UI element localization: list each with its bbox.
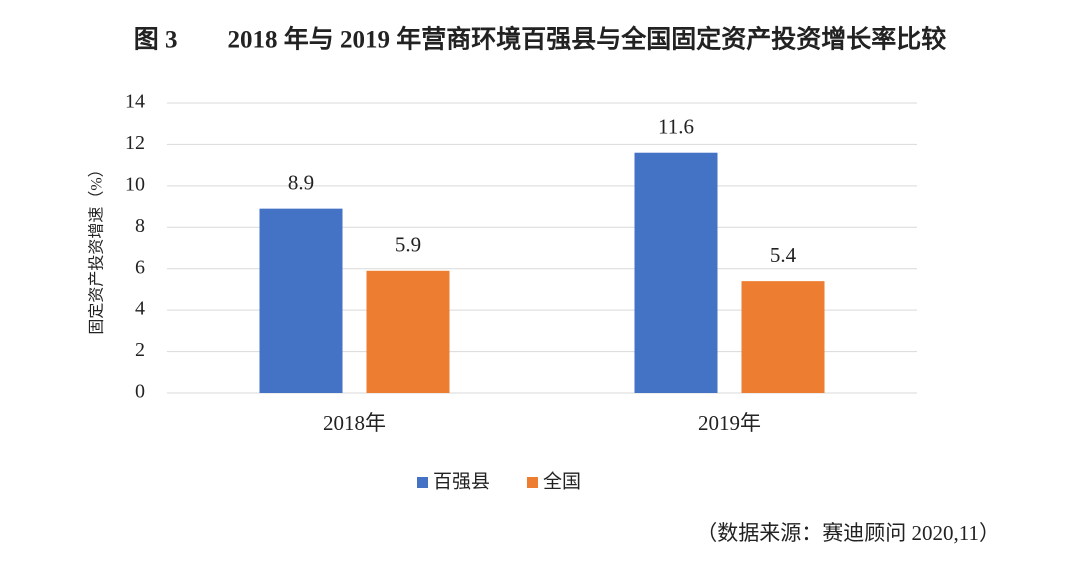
legend-label: 全国 <box>543 470 581 492</box>
y-tick-label: 12 <box>125 132 145 154</box>
bar <box>741 281 825 393</box>
chart-title: 图 3 2018 年与 2019 年营商环境百强县与全国固定资产投资增长率比较 <box>134 25 947 54</box>
legend-swatch <box>417 477 428 488</box>
y-tick-label: 14 <box>125 91 145 113</box>
value-label: 11.6 <box>658 115 694 139</box>
y-tick-label: 10 <box>125 173 145 195</box>
y-axis-label: 固定资产投资增速（%） <box>88 161 106 334</box>
y-tick-label: 2 <box>135 339 145 361</box>
y-tick-label: 6 <box>135 256 145 278</box>
source-note: （数据来源：赛迪顾问 2020,11） <box>696 521 1000 545</box>
value-label: 5.4 <box>770 243 797 267</box>
value-label: 8.9 <box>288 170 314 194</box>
x-tick-label: 2018年 <box>323 411 386 435</box>
x-tick-label: 2019年 <box>698 411 761 435</box>
y-tick-label: 8 <box>135 215 145 237</box>
legend-swatch <box>527 477 538 488</box>
bar <box>366 270 450 393</box>
value-label: 5.9 <box>395 233 421 257</box>
y-tick-label: 4 <box>135 298 145 320</box>
bar <box>634 152 718 393</box>
bar <box>259 208 343 393</box>
legend-label: 百强县 <box>433 471 490 492</box>
y-tick-label: 0 <box>135 381 145 403</box>
